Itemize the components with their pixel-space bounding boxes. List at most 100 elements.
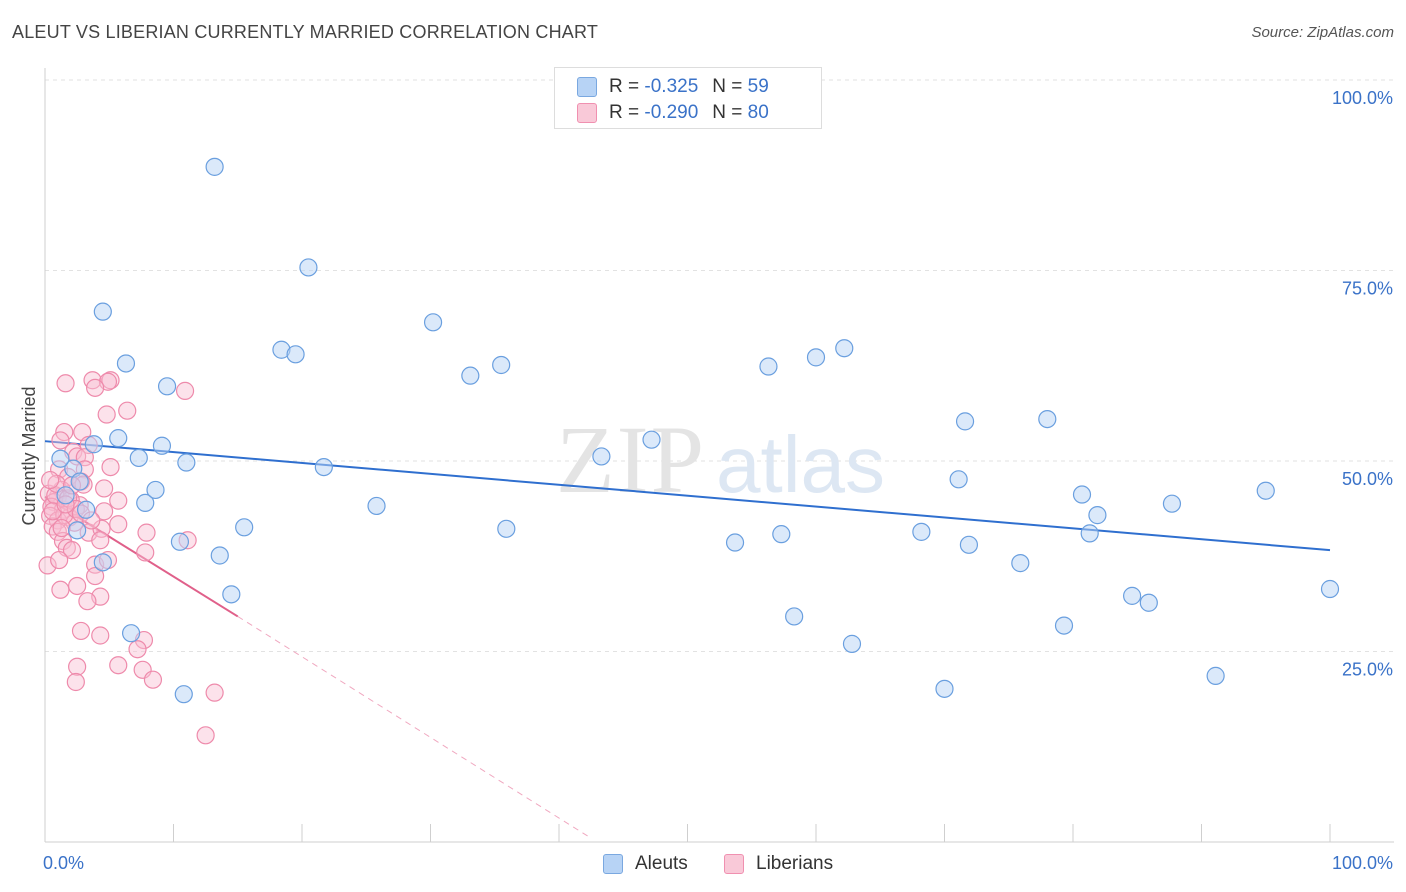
aleut-point xyxy=(1088,506,1107,525)
aleut-point xyxy=(1256,481,1275,500)
aleut-point xyxy=(1162,494,1182,513)
aleut-point xyxy=(955,412,975,431)
aleuts-r-value: -0.325 xyxy=(644,76,699,97)
n-label: N = xyxy=(712,102,743,123)
aleut-point xyxy=(1080,524,1099,543)
aleut-point xyxy=(174,685,193,704)
aleut-point xyxy=(235,518,254,537)
aleut-point xyxy=(68,521,87,540)
aleut-point xyxy=(1011,554,1030,573)
y-tick-label: 75.0% xyxy=(1342,279,1393,299)
aleut-point xyxy=(1206,666,1225,685)
aleut-point xyxy=(205,157,224,176)
liberian-points xyxy=(38,371,224,745)
liberian-point xyxy=(38,556,57,575)
liberian-point xyxy=(50,550,69,570)
aleut-point xyxy=(51,449,70,468)
liberian-point xyxy=(62,541,82,560)
aleut-point xyxy=(935,679,954,698)
aleut-point xyxy=(1072,485,1092,504)
y-tick-label: 100.0% xyxy=(1332,88,1393,108)
aleut-point xyxy=(109,429,128,448)
aleut-point xyxy=(1139,593,1158,612)
aleut-point xyxy=(423,313,443,332)
aleut-point xyxy=(592,447,611,466)
liberians-r-value: -0.290 xyxy=(644,102,699,123)
aleut-point xyxy=(121,624,141,643)
aleut-point xyxy=(497,519,516,538)
aleut-point xyxy=(959,535,979,554)
aleut-point xyxy=(136,493,155,513)
liberian-point xyxy=(137,523,156,542)
liberian-point xyxy=(109,515,128,534)
legend-row-aleuts: R = -0.325 N = 59 xyxy=(577,75,769,99)
axes xyxy=(44,68,1394,843)
aleut-point xyxy=(912,522,931,541)
legend-row-liberians: R = -0.290 N = 80 xyxy=(577,101,769,125)
aleut-point xyxy=(152,436,172,455)
liberian-point xyxy=(52,518,71,538)
liberian-point xyxy=(86,566,105,586)
aleut-point xyxy=(93,302,112,321)
aleuts-swatch xyxy=(577,77,597,97)
aleut-point xyxy=(286,345,305,364)
x-tick-label-max: 100.0% xyxy=(1332,853,1393,873)
liberian-point xyxy=(101,457,120,477)
liberian-point xyxy=(109,656,128,675)
series-legend-liberians[interactable]: Liberians xyxy=(724,852,833,876)
aleut-point xyxy=(314,457,333,477)
aleut-point xyxy=(642,430,661,449)
liberian-point xyxy=(68,657,87,676)
liberian-point xyxy=(143,670,163,689)
liberian-point xyxy=(68,576,87,596)
series-legend-aleuts[interactable]: Aleuts xyxy=(603,852,688,876)
aleut-point xyxy=(835,339,854,358)
aleuts-trend-line xyxy=(44,440,1331,552)
aleut-point xyxy=(1054,616,1074,635)
aleut-point xyxy=(70,472,89,491)
aleut-point xyxy=(210,546,229,565)
aleut-point xyxy=(116,354,136,373)
aleut-point xyxy=(222,585,241,604)
x-tick-label-min: 0.0% xyxy=(43,853,84,873)
aleut-point xyxy=(1038,409,1057,429)
y-tick-label: 25.0% xyxy=(1342,660,1393,680)
liberian-point xyxy=(97,405,116,424)
liberian-point xyxy=(71,621,91,641)
r-label: R = xyxy=(609,76,640,97)
liberian-point xyxy=(91,626,110,645)
n-label: N = xyxy=(712,76,743,97)
liberians-n-value: 80 xyxy=(747,102,769,123)
liberian-point xyxy=(205,683,224,702)
aleut-point xyxy=(806,348,826,367)
liberian-point xyxy=(118,401,137,420)
chart-title: ALEUT VS LIBERIAN CURRENTLY MARRIED CORR… xyxy=(12,22,599,42)
liberians-trend-extension xyxy=(237,616,592,839)
liberian-point xyxy=(196,726,215,745)
y-tick-label: 50.0% xyxy=(1342,469,1393,489)
y-axis-label: Currently Married xyxy=(19,386,39,525)
liberian-point xyxy=(41,470,60,490)
liberian-point xyxy=(95,479,114,498)
liberian-point xyxy=(43,517,62,536)
liberian-point xyxy=(56,374,75,393)
trend-lines xyxy=(44,440,1331,839)
aleut-point xyxy=(299,258,318,277)
aleut-point xyxy=(56,486,75,505)
liberian-point xyxy=(86,378,105,397)
aleut-point xyxy=(759,357,778,376)
aleut-point xyxy=(949,470,968,489)
liberian-point xyxy=(51,580,70,599)
aleut-point xyxy=(461,366,480,385)
aleut-point xyxy=(157,377,177,396)
liberian-point xyxy=(78,592,97,611)
aleut-point xyxy=(725,533,745,552)
liberians-legend-swatch xyxy=(724,854,744,874)
aleut-point xyxy=(785,607,804,626)
liberian-point xyxy=(136,543,155,562)
source-label: Source: ZipAtlas.com xyxy=(1251,24,1394,41)
aleut-point xyxy=(367,496,386,516)
watermark-atlas: atlas xyxy=(716,420,885,509)
aleut-point xyxy=(1320,579,1340,599)
